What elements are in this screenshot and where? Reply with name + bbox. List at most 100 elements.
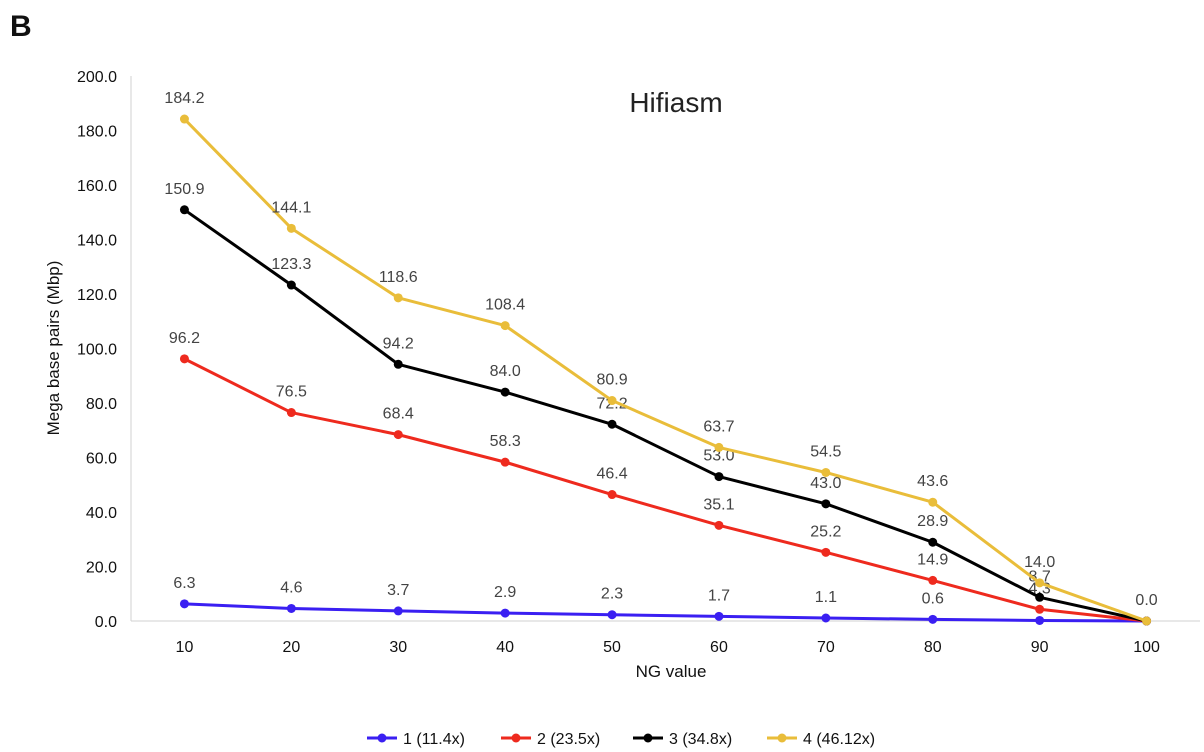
series-layer: 6.3 4.6 3.7 2.9 2.3 1.7 1.1 0.6 96.2 76.5 68.4 58.3… [164, 90, 1158, 626]
data-label: 35.1 [703, 496, 734, 513]
data-point [393, 606, 403, 616]
data-point [179, 114, 189, 124]
data-point [928, 614, 938, 624]
data-label: 6.3 [173, 575, 195, 592]
data-label: 118.6 [379, 269, 418, 286]
data-label: 1.1 [815, 589, 837, 606]
data-label: 58.3 [490, 433, 521, 450]
x-tick-labels: 10 20 30 40 50 60 70 80 90 100 [176, 639, 1160, 656]
data-point [500, 387, 510, 397]
y-tick-label: 20.0 [86, 560, 117, 577]
series-line [183, 208, 1147, 623]
data-point [714, 472, 724, 482]
data-point [393, 359, 403, 369]
data-label: 14.9 [917, 551, 948, 568]
data-point [286, 280, 296, 290]
data-label: 54.5 [810, 443, 841, 460]
legend-marker [377, 733, 387, 743]
x-tick-label: 100 [1133, 639, 1160, 656]
series-4: 184.2 144.1 118.6 108.4 80.9 63.7 54.5 43.6 14.0… [164, 90, 1158, 626]
data-point [821, 613, 831, 623]
data-label: 25.2 [810, 523, 841, 540]
legend-label: 4 (46.12x) [803, 731, 875, 748]
data-label: 0.6 [922, 590, 944, 607]
x-tick-label: 20 [282, 639, 300, 656]
x-tick-label: 40 [496, 639, 514, 656]
data-point [393, 293, 403, 303]
y-tick-label: 160.0 [77, 178, 117, 195]
data-point [714, 611, 724, 621]
data-label: 80.9 [596, 372, 627, 389]
data-point [928, 497, 938, 507]
series-2: 96.276.568.458.346.435.125.214.94.3 [169, 330, 1152, 626]
data-point [286, 603, 296, 613]
data-label: 14.0 [1024, 554, 1055, 571]
series-line [183, 357, 1147, 623]
data-label: 96.2 [169, 330, 200, 347]
data-label: 68.4 [383, 406, 414, 423]
legend-marker [643, 733, 653, 743]
data-point [821, 467, 831, 477]
data-point [928, 575, 938, 585]
data-label: 84.0 [490, 363, 521, 380]
data-point [179, 599, 189, 609]
data-point [500, 457, 510, 467]
data-point [821, 547, 831, 557]
data-label: 2.3 [601, 586, 623, 603]
data-point [714, 520, 724, 530]
data-label: 8.7 [1029, 568, 1051, 585]
x-tick-label: 90 [1031, 639, 1049, 656]
legend-label: 2 (23.5x) [537, 731, 600, 748]
data-label: 4.6 [280, 579, 302, 596]
data-point [928, 537, 938, 547]
series-line [184, 602, 1147, 623]
panel-label: B [10, 10, 32, 43]
data-label: 184.2 [164, 90, 204, 107]
data-point [500, 321, 510, 331]
data-point [821, 499, 831, 509]
data-point [1035, 578, 1045, 588]
data-label: 1.7 [708, 587, 730, 604]
legend-marker [777, 733, 787, 743]
data-label: 94.2 [383, 335, 414, 352]
chart-title: Hifiasm [629, 87, 722, 118]
data-label: 150.9 [164, 181, 204, 198]
data-point [179, 354, 189, 364]
data-point [393, 430, 403, 440]
data-point [1035, 592, 1045, 602]
data-point [714, 442, 724, 452]
data-point [286, 223, 296, 233]
data-point [286, 408, 296, 418]
legend-item: 3 (34.8x) [633, 731, 732, 748]
y-tick-label: 60.0 [86, 451, 117, 468]
data-label: 3.7 [387, 582, 409, 599]
data-label: 123.3 [271, 256, 311, 273]
y-tick-label: 140.0 [77, 233, 117, 250]
data-label: 144.1 [271, 199, 311, 216]
legend: 1 (11.4x) 2 (23.5x) 3 (34.8x) 4 (46.12x) [367, 731, 875, 748]
y-tick-label: 40.0 [86, 505, 117, 522]
y-tick-label: 200.0 [77, 69, 117, 86]
data-label: 28.9 [917, 513, 948, 530]
y-axis-label: Mega base pairs (Mbp) [44, 261, 63, 436]
data-label: 0.0 [1135, 592, 1157, 609]
data-point [607, 610, 617, 620]
data-label: 63.7 [703, 418, 734, 435]
legend-item: 1 (11.4x) [367, 731, 465, 748]
y-tick-label: 80.0 [86, 396, 117, 413]
data-label: 43.0 [810, 475, 841, 492]
data-point [607, 396, 617, 406]
series-1: 6.3 4.6 3.7 2.9 2.3 1.7 1.1 0.6 [173, 575, 1152, 626]
data-point [500, 608, 510, 618]
x-tick-label: 30 [389, 639, 407, 656]
y-tick-label: 0.0 [95, 614, 117, 631]
data-point [607, 419, 617, 429]
series-line [183, 118, 1148, 623]
data-point [1142, 616, 1152, 626]
data-point [1035, 604, 1045, 614]
y-tick-labels: 0.0 20.0 40.0 60.0 80.0 100.0 120.0 140.0 160.0 1… [77, 69, 117, 631]
x-tick-label: 10 [176, 639, 194, 656]
data-label: 43.6 [917, 473, 948, 490]
data-label: 76.5 [276, 384, 307, 401]
